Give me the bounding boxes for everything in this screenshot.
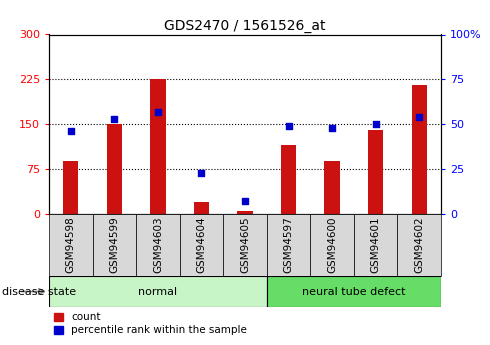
Bar — [368, 130, 383, 214]
Bar — [150, 79, 166, 214]
Bar — [237, 211, 253, 214]
Point — [416, 114, 423, 120]
Bar — [107, 124, 122, 214]
Point — [285, 123, 293, 129]
Text: GSM94602: GSM94602 — [414, 217, 424, 273]
Point — [197, 170, 205, 175]
FancyBboxPatch shape — [267, 276, 441, 307]
FancyBboxPatch shape — [397, 214, 441, 276]
Legend: count, percentile rank within the sample: count, percentile rank within the sample — [54, 312, 247, 335]
Point — [328, 125, 336, 130]
Text: GSM94597: GSM94597 — [284, 217, 294, 273]
Text: GSM94603: GSM94603 — [153, 217, 163, 273]
FancyBboxPatch shape — [310, 214, 354, 276]
Text: GSM94599: GSM94599 — [109, 217, 120, 273]
Bar — [194, 202, 209, 214]
Text: GSM94605: GSM94605 — [240, 217, 250, 273]
Bar — [63, 161, 78, 214]
FancyBboxPatch shape — [136, 214, 180, 276]
Point — [154, 109, 162, 115]
FancyBboxPatch shape — [180, 214, 223, 276]
FancyBboxPatch shape — [223, 214, 267, 276]
FancyBboxPatch shape — [354, 214, 397, 276]
FancyBboxPatch shape — [267, 214, 310, 276]
Bar — [324, 161, 340, 214]
Text: disease state: disease state — [2, 287, 76, 296]
Bar — [412, 85, 427, 214]
Title: GDS2470 / 1561526_at: GDS2470 / 1561526_at — [164, 19, 326, 33]
FancyBboxPatch shape — [49, 214, 93, 276]
Bar — [281, 145, 296, 214]
Point — [372, 121, 380, 127]
Point — [67, 129, 74, 134]
Point — [241, 199, 249, 204]
Text: neural tube defect: neural tube defect — [302, 287, 406, 296]
Text: GSM94598: GSM94598 — [66, 217, 76, 273]
FancyBboxPatch shape — [93, 214, 136, 276]
Text: normal: normal — [138, 287, 177, 296]
FancyBboxPatch shape — [49, 276, 267, 307]
Text: GSM94600: GSM94600 — [327, 217, 337, 273]
Text: GSM94601: GSM94601 — [370, 217, 381, 273]
Text: GSM94604: GSM94604 — [196, 217, 206, 273]
Point — [110, 116, 118, 121]
